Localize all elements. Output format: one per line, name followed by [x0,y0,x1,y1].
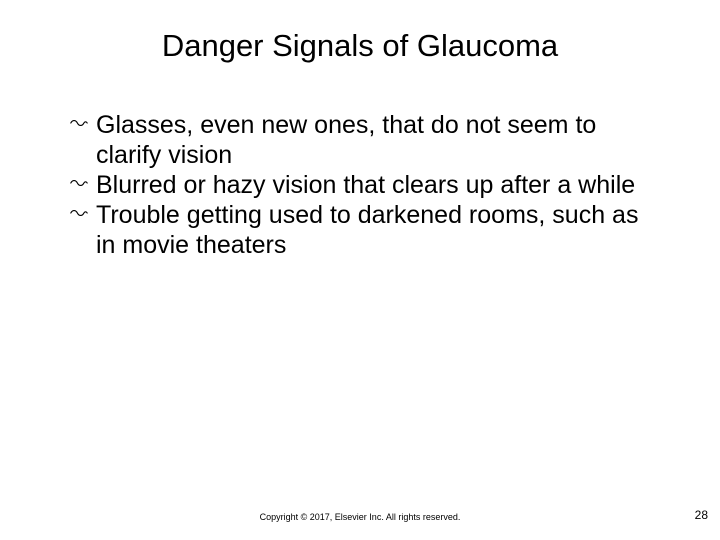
bullet-icon [70,206,88,220]
slide-title: Danger Signals of Glaucoma [0,28,720,64]
list-item: Glasses, even new ones, that do not seem… [70,110,660,170]
slide: { "title": { "text": "Danger Signals of … [0,0,720,540]
list-item: Blurred or hazy vision that clears up af… [70,170,660,200]
slide-body: Glasses, even new ones, that do not seem… [70,110,660,260]
list-item-text: Trouble getting used to darkened rooms, … [96,200,660,260]
list-item: Trouble getting used to darkened rooms, … [70,200,660,260]
copyright-text: Copyright © 2017, Elsevier Inc. All righ… [0,512,720,522]
list-item-text: Blurred or hazy vision that clears up af… [96,170,660,200]
list-item-text: Glasses, even new ones, that do not seem… [96,110,660,170]
bullet-icon [70,176,88,190]
bullet-icon [70,116,88,130]
page-number: 28 [695,508,708,522]
